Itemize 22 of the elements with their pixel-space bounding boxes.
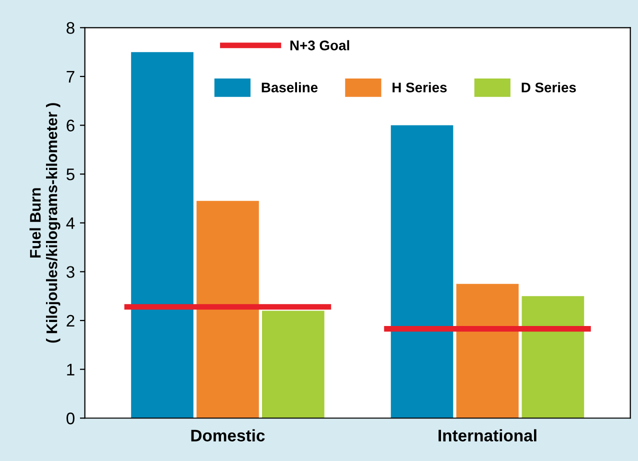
bar — [131, 52, 194, 418]
y-tick-label: 4 — [66, 217, 75, 229]
bar — [522, 296, 584, 418]
y-tick-label: 8 — [66, 22, 74, 34]
y-tick-label: 6 — [66, 120, 74, 132]
legend-label: N+3 Goal — [290, 40, 350, 50]
y-tick-label: 1 — [67, 364, 74, 376]
bar — [456, 284, 519, 418]
y-axis-title: Fuel Burn ( Kilojoules/kilograms-kilometer ) — [30, 103, 60, 343]
y-tick-label: 2 — [66, 314, 74, 327]
x-tick-label: International — [438, 429, 536, 442]
y-tick-label: 5 — [66, 168, 74, 180]
x-tick-label: Domestic — [191, 429, 265, 442]
legend-label: Baseline — [262, 82, 318, 92]
bar — [196, 200, 259, 418]
y-tick-label: 0 — [66, 412, 74, 424]
bar — [262, 310, 324, 418]
bar — [390, 125, 454, 418]
legend-label: H Series — [392, 82, 447, 92]
legend-label: D Series — [522, 82, 576, 92]
y-tick-label: 3 — [66, 266, 74, 278]
y-tick-label: 7 — [66, 71, 74, 83]
